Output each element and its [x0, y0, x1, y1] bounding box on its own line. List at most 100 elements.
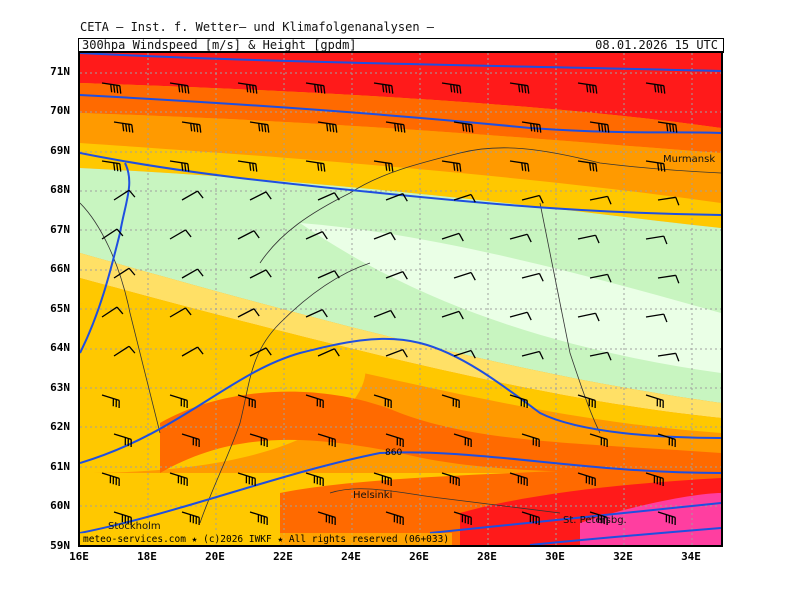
band-moderate-north [80, 113, 721, 203]
lon-label-30e: 30E [545, 550, 565, 563]
city-stockholm: Stockholm [108, 521, 161, 532]
wind-barb [453, 433, 472, 448]
wind-barb [101, 228, 124, 240]
wind-barb [453, 349, 476, 359]
wind-barb [305, 231, 328, 240]
wind-barb [237, 308, 260, 318]
wind-barb [373, 160, 394, 172]
wind-barb [113, 433, 132, 448]
city-helsinki: Helsinki [353, 490, 392, 501]
wind-barb [101, 160, 122, 172]
wind-barb [645, 160, 666, 172]
wind-barb [181, 190, 204, 201]
wind-barb [181, 511, 200, 526]
wind-barb [521, 272, 544, 282]
wind-barb [373, 309, 396, 319]
wind-barb [305, 394, 324, 409]
map-plot[interactable]: 860 Murmansk Helsinki Stockholm St. Pete… [78, 51, 723, 547]
wind-barb [101, 472, 120, 487]
wind-barb [645, 313, 668, 323]
wind-barb [249, 191, 272, 201]
lon-label-24e: 24E [341, 550, 361, 563]
wind-barb [645, 472, 664, 487]
map-svg: 860 Murmansk Helsinki Stockholm St. Pete… [80, 53, 721, 545]
wind-barb [657, 352, 680, 362]
wind-barb [509, 82, 530, 94]
wind-barb [453, 193, 476, 203]
wind-barb [169, 160, 190, 172]
wind-barb [441, 310, 464, 320]
wind-barb [305, 160, 326, 172]
lat-label-63n: 63N [50, 381, 70, 394]
wind-barb [317, 121, 338, 133]
wind-barb [589, 121, 610, 133]
wind-barb [317, 433, 336, 448]
wind-barb [317, 348, 340, 357]
wind-barb [305, 82, 326, 94]
wind-barb [385, 433, 404, 448]
wind-barb [509, 394, 528, 409]
wind-barb [169, 82, 190, 94]
wind-barb [249, 121, 270, 133]
wind-barb [453, 121, 474, 133]
wind-barb [521, 121, 542, 133]
wind-barb [385, 511, 404, 526]
wind-barb [101, 306, 124, 318]
wind-barb [521, 350, 544, 360]
wind-barb [373, 472, 392, 487]
lat-label-62n: 62N [50, 420, 70, 433]
wind-barb [169, 472, 188, 487]
wind-barb [509, 233, 532, 243]
wind-barb [521, 194, 544, 204]
jet-north [80, 53, 721, 128]
wind-barb [577, 82, 598, 94]
wind-barb [453, 511, 472, 526]
wind-barb [577, 472, 596, 487]
wind-barb [113, 267, 136, 279]
wind-barb [657, 511, 676, 526]
band-light-north [80, 143, 721, 228]
wind-barb [509, 311, 532, 321]
lon-label-22e: 22E [273, 550, 293, 563]
coastlines [80, 147, 721, 524]
wind-barb [237, 82, 258, 94]
wind-barb [657, 274, 680, 284]
wind-barb [453, 271, 476, 281]
wind-barb [441, 394, 460, 409]
wind-barb [657, 433, 676, 448]
wind-barb [237, 230, 260, 240]
wind-barb [317, 270, 340, 279]
wind-barb [385, 193, 408, 202]
wind-barb [521, 511, 540, 526]
band-very-calm [300, 223, 721, 373]
wind-barb [237, 472, 256, 487]
lon-label-26e: 26E [409, 550, 429, 563]
wind-barb [577, 312, 600, 322]
wind-barb [373, 394, 392, 409]
lat-label-68n: 68N [50, 183, 70, 196]
contour-label: 860 [385, 448, 402, 458]
lat-label-66n: 66N [50, 262, 70, 275]
wind-barb [181, 433, 200, 448]
lon-label-34e: 34E [681, 550, 701, 563]
wind-barb [441, 232, 464, 242]
wind-barb [305, 472, 324, 487]
wind-barb [645, 82, 666, 94]
lat-label-71n: 71N [50, 65, 70, 78]
band-strong-north [80, 83, 721, 153]
wind-barb [589, 351, 612, 361]
wind-barb [385, 121, 406, 133]
wind-barb [181, 268, 204, 279]
lat-label-59n: 59N [50, 539, 70, 552]
wind-barb [101, 82, 122, 94]
wind-barb [441, 472, 460, 487]
wind-barb [589, 273, 612, 283]
wind-barb [113, 511, 132, 526]
wind-barb [441, 82, 462, 94]
lat-label-69n: 69N [50, 144, 70, 157]
wind-barb [113, 121, 134, 133]
lon-label-32e: 32E [613, 550, 633, 563]
wind-barb [589, 511, 608, 526]
wind-barb [181, 121, 202, 133]
wind-barb [589, 433, 608, 448]
